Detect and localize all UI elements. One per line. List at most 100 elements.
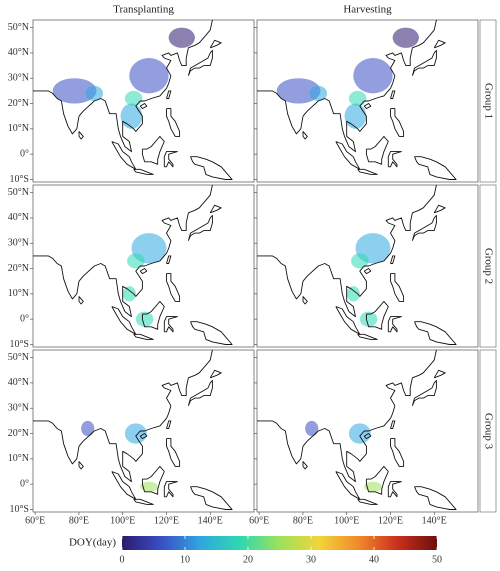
x-tick-label: 60°E [249, 515, 269, 526]
x-tick-label: 100°E [110, 515, 135, 526]
coastline [433, 39, 446, 49]
row-label: Group 2 [482, 248, 494, 284]
rice-area [124, 90, 143, 107]
coastline [411, 214, 437, 241]
coastline [209, 369, 222, 379]
y-tick-label: 50°N [8, 187, 29, 198]
row-strip [479, 19, 497, 183]
coastline [187, 214, 213, 241]
coastline [390, 273, 405, 302]
row-label: Group 1 [482, 83, 494, 119]
coastline [187, 49, 213, 76]
rice-area [364, 481, 382, 492]
coastline [365, 465, 389, 495]
colorbar-tick-label: 20 [243, 554, 253, 565]
coastline [390, 420, 396, 429]
y-tick-label: 40°N [8, 212, 29, 223]
colorbar [122, 536, 437, 550]
y-tick-label: 10°N [8, 453, 29, 464]
rice-area [348, 90, 367, 107]
coastline [363, 433, 372, 440]
coastline [357, 168, 378, 175]
coastline [163, 316, 178, 333]
coastline [141, 465, 165, 495]
coastline [190, 321, 233, 345]
coastline [390, 90, 396, 99]
coastline [411, 49, 437, 76]
y-tick-label: 10°S [9, 504, 29, 515]
rice-area [392, 27, 419, 48]
column-title: Harvesting [343, 4, 392, 16]
rice-area [348, 423, 371, 444]
rice-area [359, 311, 378, 327]
row-label: Group 3 [482, 413, 494, 450]
coastline [357, 498, 378, 505]
coastline [33, 349, 213, 483]
y-tick-label: 40°N [8, 377, 29, 388]
coastline [166, 255, 172, 264]
rice-area [344, 103, 367, 129]
rice-area [127, 253, 145, 269]
coastline [166, 90, 172, 99]
coastline [390, 255, 396, 264]
rice-area [52, 78, 97, 104]
coastline [133, 168, 154, 175]
row-strip [479, 349, 497, 513]
coastline [190, 486, 233, 510]
x-tick-label: 140°E [198, 515, 223, 526]
y-tick-label: 50°N [8, 22, 29, 33]
coastline [163, 151, 178, 168]
y-tick-label: 30°N [8, 73, 29, 84]
coastline [141, 300, 165, 330]
coastline [365, 135, 389, 165]
y-tick-label: 0° [20, 148, 29, 159]
rice-area [305, 420, 319, 437]
coastline [78, 461, 84, 470]
x-tick-label: 60°E [25, 515, 45, 526]
coastline [166, 273, 181, 302]
coastline [357, 333, 378, 340]
coastline [257, 349, 437, 483]
coastline [166, 420, 172, 429]
coastline [187, 379, 213, 406]
coastline [139, 103, 148, 110]
y-tick-label: 30°N [8, 238, 29, 249]
coastline [387, 151, 402, 168]
coastline [302, 131, 308, 140]
rice-area [85, 85, 104, 101]
rice-area [81, 420, 95, 437]
y-tick-label: 30°N [8, 403, 29, 414]
colorbar-tick-label: 30 [306, 554, 316, 565]
coastline [414, 486, 457, 510]
rice-area [168, 27, 195, 48]
x-tick-label: 80°E [293, 515, 313, 526]
coastline [139, 268, 148, 275]
coastline [209, 39, 222, 49]
coastline [190, 156, 233, 180]
y-tick-label: 20°N [8, 428, 29, 439]
coastline [78, 296, 84, 305]
coastline [387, 481, 402, 498]
x-tick-label: 140°E [422, 515, 447, 526]
y-tick-label: 20°N [8, 263, 29, 274]
x-tick-label: 120°E [378, 515, 403, 526]
rice-area [129, 57, 169, 94]
rice-area [346, 286, 360, 302]
coastline [33, 19, 213, 153]
y-tick-label: 10°S [9, 339, 29, 350]
coastline [433, 204, 446, 214]
y-tick-label: 10°N [8, 123, 29, 134]
coastline [141, 135, 165, 165]
coastline [133, 333, 154, 340]
y-tick-label: 0° [20, 313, 29, 324]
y-tick-label: 50°N [8, 352, 29, 363]
coastline [163, 481, 178, 498]
coastline [414, 321, 457, 345]
y-tick-label: 10°S [9, 174, 29, 185]
map-panel [254, 184, 479, 348]
x-tick-label: 80°E [69, 515, 89, 526]
rice-area [353, 57, 393, 94]
coastline [302, 461, 308, 470]
map-panel [254, 19, 479, 183]
